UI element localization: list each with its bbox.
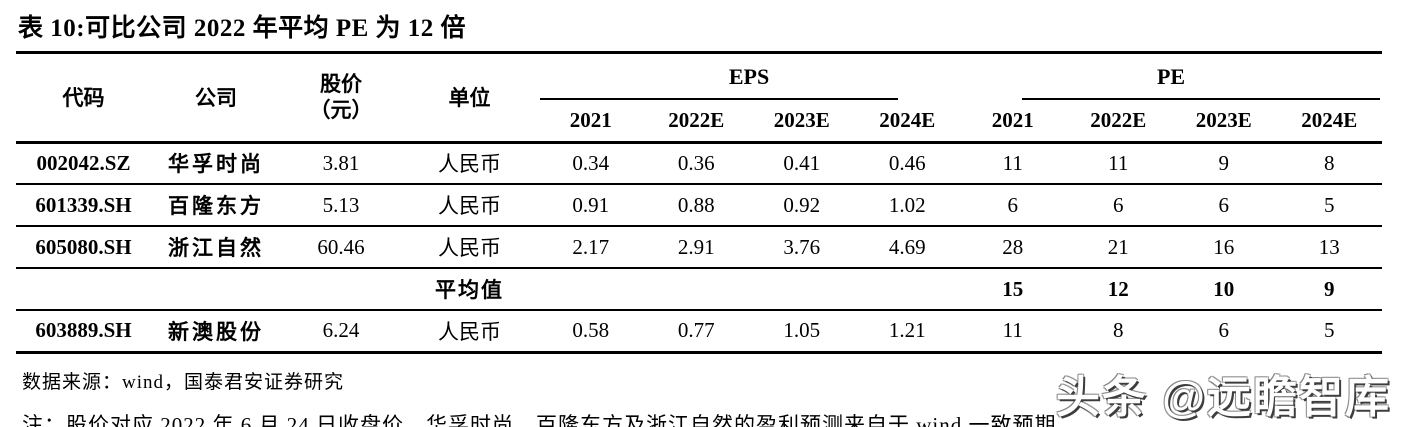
eps-value: 0.46 (888, 150, 926, 175)
header-pe-label: PE (1156, 64, 1186, 89)
header-year-row: 2021 2022E 2023E 2024E 2021 2022E 2023E … (16, 100, 1382, 142)
eps-value: 4.69 (888, 234, 926, 259)
company-name: 新澳股份 (168, 319, 264, 344)
table-row: 002042.SZ 华孚时尚 3.81 人民币 0.34 0.36 0.41 0… (16, 142, 1382, 184)
eps-value: 0.92 (783, 192, 821, 217)
stock-price: 5.13 (322, 192, 360, 217)
header-pe-2021: 2021 (991, 107, 1034, 132)
footnote: 注：股价对应 2022 年 6 月 24 日收盘价，华孚时尚、百隆东方及浙江自然… (22, 412, 1057, 427)
pe-value: 8 (1324, 150, 1335, 175)
stock-code: 605080.SH (35, 234, 132, 259)
currency-unit: 人民币 (438, 152, 501, 177)
header-company: 公司 (195, 86, 237, 111)
average-pe-value: 12 (1107, 276, 1129, 301)
table-row: 603889.SH 新澳股份 6.24 人民币 0.58 0.77 1.05 1… (16, 310, 1383, 352)
average-pe-value: 15 (1002, 276, 1024, 301)
header-price: 股价 （元） (281, 54, 401, 142)
empty-cell (281, 268, 401, 310)
eps-value: 1.05 (783, 318, 821, 343)
header-group-row: 代码 公司 股价 （元） 单位 EPS PE (16, 54, 1382, 122)
currency-unit: 人民币 (438, 236, 501, 260)
pe-value: 21 (1107, 234, 1129, 259)
watermark: 头条 @远瞻智库 (1055, 373, 1391, 422)
empty-cell (855, 268, 961, 310)
stock-code: 601339.SH (35, 192, 132, 217)
header-unit: 单位 (448, 86, 491, 111)
empty-cell (644, 268, 750, 310)
stock-price: 3.81 (322, 150, 360, 175)
empty-cell (538, 268, 644, 310)
empty-cell (16, 268, 151, 310)
header-eps-2023e: 2023E (773, 107, 830, 132)
header-eps-2021: 2021 (569, 107, 612, 132)
eps-value: 3.76 (783, 234, 821, 259)
pe-value: 11 (1002, 150, 1023, 175)
pe-value: 9 (1218, 150, 1230, 175)
pe-value: 11 (1002, 318, 1023, 343)
average-pe-value: 9 (1324, 276, 1335, 301)
eps-value: 1.02 (888, 192, 926, 217)
average-row: 平均值 15 12 10 9 (16, 268, 1383, 310)
header-pe-group: PE (960, 54, 1382, 100)
data-source-note: 数据来源：wind，国泰君安证券研究 (22, 371, 345, 393)
pe-group-underline (1022, 98, 1381, 100)
header-eps-label: EPS (728, 64, 770, 89)
pe-value: 13 (1318, 234, 1340, 259)
comparable-companies-table: 代码 公司 股价 （元） 单位 EPS PE 2021 2022E (16, 54, 1383, 354)
table-row: 601339.SH 百隆东方 5.13 人民币 0.91 0.88 0.92 1… (16, 184, 1383, 226)
eps-value: 2.91 (677, 234, 715, 259)
eps-group-underline (540, 98, 899, 100)
header-eps-2024e: 2024E (879, 107, 936, 132)
header-price-line1: 股价 (320, 72, 362, 96)
header-pe-2023e: 2023E (1195, 107, 1252, 132)
company-name: 浙江自然 (168, 236, 264, 260)
header-code: 代码 (62, 86, 105, 111)
header-pe-2024e: 2024E (1301, 107, 1358, 132)
header-eps-2022e: 2022E (668, 107, 725, 132)
pe-value: 5 (1324, 318, 1335, 343)
header-eps-group: EPS (538, 54, 960, 100)
average-pe-value: 10 (1213, 276, 1235, 301)
currency-unit: 人民币 (438, 194, 501, 218)
eps-value: 2.17 (572, 234, 610, 259)
pe-value: 11 (1108, 150, 1129, 175)
average-label: 平均值 (435, 278, 504, 302)
stock-code: 002042.SZ (36, 150, 131, 175)
stock-price: 6.24 (322, 318, 360, 343)
table-row: 605080.SH 浙江自然 60.46 人民币 2.17 2.91 3.76 … (16, 226, 1383, 268)
eps-value: 0.58 (572, 318, 610, 343)
header-price-line2: （元） (309, 98, 373, 123)
pe-value: 16 (1213, 234, 1235, 259)
eps-value: 0.34 (572, 150, 610, 175)
pe-value: 6 (1007, 192, 1019, 217)
pe-value: 28 (1002, 234, 1024, 259)
pe-value: 5 (1324, 192, 1335, 217)
eps-value: 0.91 (572, 192, 610, 217)
company-name: 百隆东方 (168, 194, 264, 218)
eps-value: 1.21 (888, 318, 926, 343)
header-pe-2022e: 2022E (1090, 107, 1147, 132)
eps-value: 0.41 (783, 150, 821, 175)
empty-cell (151, 268, 281, 310)
company-name: 华孚时尚 (168, 152, 264, 177)
pe-value: 8 (1113, 318, 1124, 343)
stock-code: 603889.SH (35, 318, 132, 343)
table-title: 表 10:可比公司 2022 年平均 PE 为 12 倍 (18, 15, 467, 42)
table-title-block: 表 10:可比公司 2022 年平均 PE 为 12 倍 (16, 6, 1382, 54)
table-body: 002042.SZ 华孚时尚 3.81 人民币 0.34 0.36 0.41 0… (16, 142, 1383, 352)
eps-value: 0.77 (677, 318, 715, 343)
table-header: 代码 公司 股价 （元） 单位 EPS PE 2021 2022E (16, 54, 1383, 142)
empty-cell (749, 268, 855, 310)
currency-unit: 人民币 (438, 319, 501, 344)
eps-value: 0.36 (677, 150, 715, 175)
pe-value: 6 (1113, 192, 1124, 217)
pe-value: 6 (1218, 318, 1230, 343)
pe-value: 6 (1218, 192, 1230, 217)
eps-value: 0.88 (677, 192, 715, 217)
stock-price: 60.46 (317, 234, 365, 259)
